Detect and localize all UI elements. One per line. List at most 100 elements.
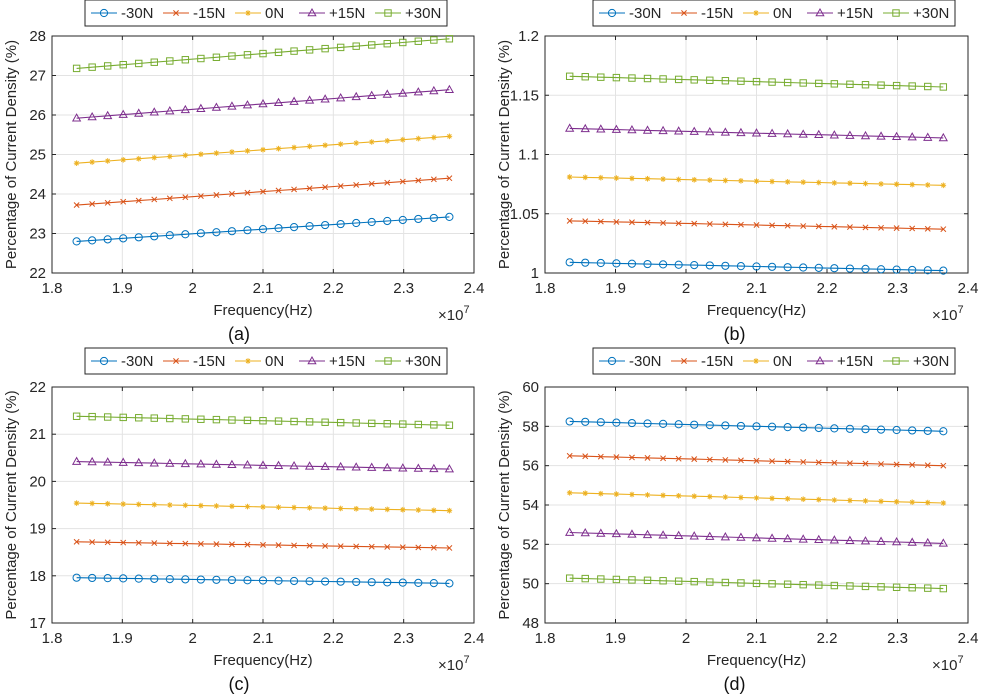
series-line [569,577,944,590]
series--15N [566,452,947,469]
data-point [180,104,190,114]
x-tick-label: 1.8 [42,280,63,297]
data-point [722,177,729,184]
data-point [260,541,266,548]
data-point [800,223,807,229]
data-point [352,42,360,50]
data-point [415,507,422,513]
data-point [290,47,298,55]
data-point [336,92,346,102]
data-point [722,494,729,500]
data-point [940,226,947,233]
data-point [753,457,760,464]
data-point [768,580,776,588]
x-axis-label: Frequency(Hz) [707,302,806,319]
data-point [611,528,622,538]
data-point [752,422,761,431]
data-point [150,58,158,66]
data-point [89,159,95,165]
data-point [166,57,174,65]
data-point [71,113,82,122]
data-point [769,222,776,229]
legend-label: -30N [121,5,154,22]
legend: -30N -15N 0N +15N +30N [84,347,448,375]
series-line [569,261,944,272]
y-tick-label: 50 [522,576,539,593]
data-point [260,504,266,510]
data-point [368,506,375,512]
data-point [415,135,422,142]
data-point [135,59,143,68]
data-point [784,179,791,185]
data-point [939,266,948,275]
data-point [306,185,313,192]
data-point [814,423,823,433]
data-point [258,98,268,108]
series-line [569,75,944,88]
data-point [120,539,127,546]
series-line [76,89,450,119]
data-point [197,193,204,200]
x-tick-label: 2.1 [746,280,767,297]
data-point [924,462,931,469]
data-point [151,501,158,508]
data-point [924,584,932,592]
data-point [414,420,423,429]
data-point [799,580,807,589]
data-point [135,414,143,422]
y-tick-label: 54 [522,497,539,514]
data-point [213,503,220,509]
data-point [644,454,651,461]
data-point [783,263,792,272]
data-point [352,577,361,587]
data-point [274,48,283,57]
data-point [182,540,189,547]
data-point [627,124,637,134]
data-point [181,575,190,584]
legend-marker [681,358,687,364]
legend-item--15N: -15N [671,353,734,370]
data-point [674,420,683,429]
data-point [399,506,406,513]
legend-label: -15N [193,5,226,22]
data-point [893,498,900,505]
data-point [908,265,917,275]
data-point [336,43,345,52]
y-tick-label: 23 [29,226,46,243]
x-tick-label: 2.1 [253,280,274,297]
series-+15N [71,84,455,122]
data-point [831,223,838,230]
data-point [196,575,205,584]
data-point [383,420,391,428]
data-point [581,258,590,267]
data-point [413,463,423,472]
data-point [846,80,854,88]
data-point [721,578,730,587]
data-point [830,424,839,433]
data-point [767,128,777,137]
data-point [597,218,604,225]
data-point [675,492,682,499]
y-tick-label: 48 [522,615,539,632]
data-point [627,259,637,268]
legend-label: -30N [121,353,154,370]
data-point [415,544,422,551]
data-point [909,225,916,232]
data-point [89,539,96,546]
y-tick-label: 27 [29,68,46,85]
data-point [597,575,605,583]
data-point [845,535,855,544]
data-point [940,500,947,506]
data-point [909,499,915,505]
data-point [566,174,573,180]
data-point [705,531,715,540]
data-point [751,128,762,137]
data-point [321,418,329,426]
data-point [119,413,127,422]
data-point [289,223,299,232]
data-point [642,529,653,539]
data-point [830,80,839,88]
x-axis-label: Frequency(Hz) [213,652,312,669]
data-point [429,463,439,473]
data-point [104,500,111,507]
